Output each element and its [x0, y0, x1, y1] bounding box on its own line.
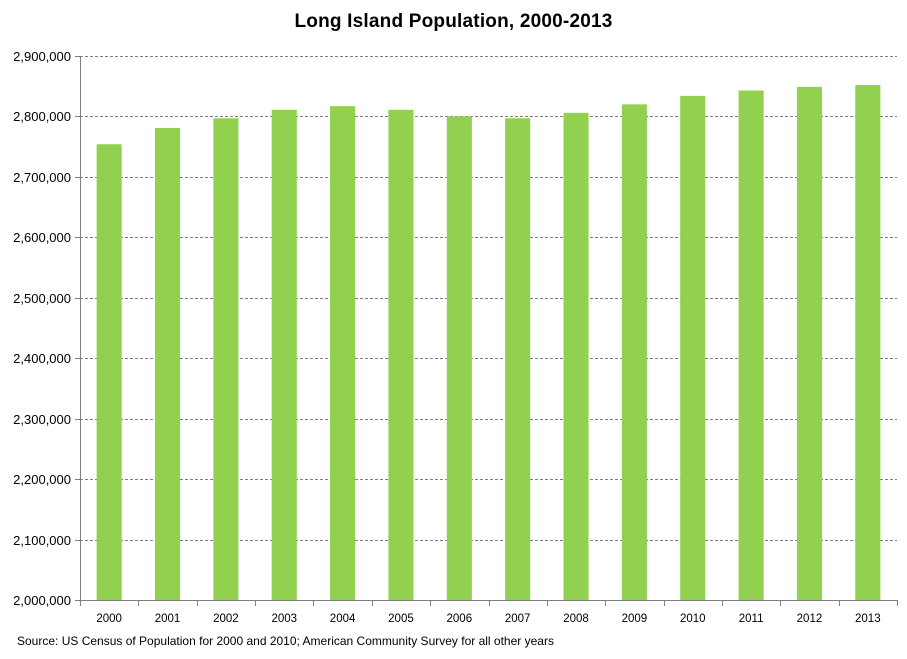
x-tick-label: 2010 — [680, 613, 706, 625]
x-tick-label: 2008 — [563, 613, 589, 625]
y-tick-label: 2,000,000 — [13, 593, 71, 608]
bar — [563, 112, 589, 600]
x-tick-label: 2012 — [797, 613, 823, 625]
y-tick-label: 2,900,000 — [13, 49, 71, 64]
x-tick-label: 2001 — [155, 613, 181, 625]
x-tick-label: 2006 — [447, 613, 473, 625]
bar — [96, 144, 122, 600]
axes — [75, 56, 898, 606]
x-tick-label: 2003 — [271, 613, 297, 625]
y-tick-label: 2,400,000 — [13, 351, 71, 366]
bar — [213, 118, 239, 600]
gridlines — [80, 56, 897, 541]
x-tick-label: 2005 — [388, 613, 414, 625]
y-tick-label: 2,300,000 — [13, 412, 71, 427]
x-tick-label: 2013 — [855, 613, 881, 625]
x-axis-tick-labels: 2000 2001 2002 2003 2004 2005 2006 2007 2008 2009… — [96, 613, 880, 625]
x-tick-label: 2002 — [213, 613, 239, 625]
x-tick-label: 2004 — [330, 613, 356, 625]
bars — [96, 85, 881, 601]
bar — [796, 86, 823, 601]
bar — [271, 109, 297, 600]
x-tick-label: 2011 — [739, 613, 764, 625]
y-tick-label: 2,200,000 — [13, 472, 71, 487]
bar — [680, 95, 706, 600]
x-tick-label: 2007 — [505, 613, 531, 625]
y-tick-label: 2,100,000 — [13, 533, 71, 548]
source-note: Source: US Census of Population for 2000… — [17, 634, 554, 648]
bar — [330, 106, 356, 601]
bar — [154, 127, 181, 600]
y-tick-label: 2,600,000 — [13, 230, 71, 245]
y-tick-label: 2,800,000 — [13, 109, 71, 124]
x-tick-label: 2000 — [96, 613, 122, 625]
y-axis-tick-labels: 2,000,000 2,100,000 2,200,000 2,300,000 2,40… — [13, 49, 71, 608]
y-tick-label: 2,700,000 — [13, 170, 71, 185]
x-tick-label: 2009 — [622, 613, 648, 625]
bar — [446, 116, 472, 600]
bar — [388, 109, 414, 600]
bar — [855, 85, 881, 601]
bar — [621, 104, 647, 600]
bar — [505, 118, 531, 600]
chart-title: Long Island Population, 2000-2013 — [294, 11, 613, 32]
bar — [738, 90, 764, 600]
y-tick-label: 2,500,000 — [13, 291, 71, 306]
